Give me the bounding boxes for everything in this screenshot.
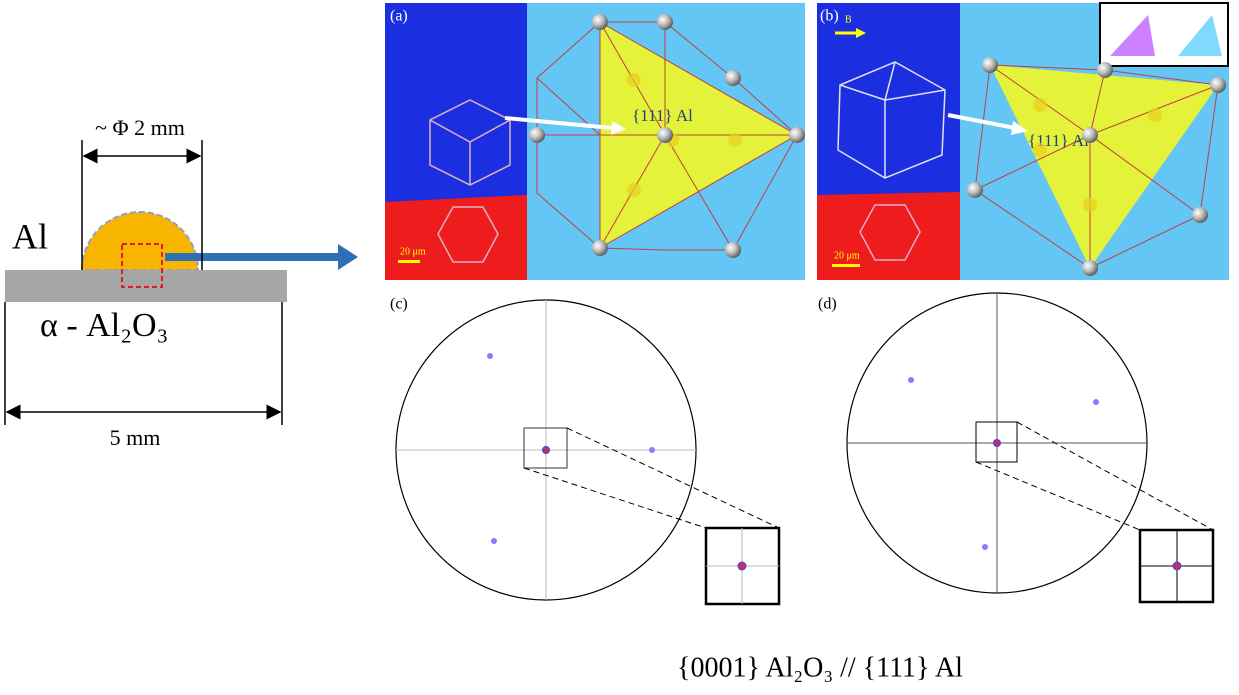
pointer-head	[611, 121, 626, 135]
atom-face	[627, 73, 641, 87]
direction-arrow-head	[856, 28, 866, 38]
plane-label: {111} Al	[632, 106, 693, 125]
panel-label: (d)	[818, 296, 837, 313]
zoom-line	[975, 421, 1214, 531]
atom	[529, 127, 545, 143]
pole	[993, 439, 1001, 447]
atom	[1082, 127, 1098, 143]
pointer	[947, 113, 1016, 130]
ebsd-grain	[385, 3, 527, 202]
zoom-line	[523, 427, 780, 529]
diameter-label: ~ Φ 2 mm	[95, 115, 185, 140]
atom	[789, 127, 805, 143]
zoom-box	[121, 243, 163, 288]
pointer	[504, 116, 613, 130]
atom	[592, 14, 608, 30]
pole	[542, 446, 550, 454]
panel-c: (c)	[390, 296, 781, 606]
panel-d: (d)	[818, 292, 1215, 604]
atom-face	[1083, 198, 1097, 212]
panel-label: (c)	[390, 296, 408, 313]
atom	[1082, 260, 1098, 276]
atom	[982, 57, 998, 73]
atom	[1210, 77, 1226, 93]
atom-face	[1033, 143, 1047, 157]
pointer-head	[1011, 121, 1028, 135]
atom	[657, 127, 673, 143]
panel-a: 20 μm (a) {111} Al	[385, 3, 805, 280]
width-label: 5 mm	[110, 425, 161, 450]
pole	[737, 561, 747, 571]
panel-label: (b)	[820, 8, 839, 25]
caption: {0001} Al₂O₃ // {111} Al	[677, 652, 963, 683]
scale-label: 20 μm	[834, 250, 860, 261]
atom	[725, 242, 741, 258]
schematic: ~ Φ 2 mm Al α - Al₂O₃ 5 mm	[4, 115, 358, 450]
scale-bar	[832, 264, 860, 267]
metal-label: Al	[12, 216, 48, 256]
cube-outline	[837, 61, 946, 179]
pole	[908, 377, 914, 383]
pole	[1093, 399, 1099, 405]
atom	[1192, 207, 1208, 223]
hexagon-outline	[859, 204, 921, 261]
pole	[487, 353, 493, 359]
atom-face	[728, 133, 742, 147]
zoom-box	[523, 427, 568, 469]
atom-face	[627, 183, 641, 197]
atom	[725, 70, 741, 86]
panel-label: (a)	[390, 8, 408, 25]
direction-label: B	[845, 14, 852, 25]
substrate-label: α - Al₂O₃	[40, 307, 168, 344]
atom	[1097, 62, 1113, 78]
pole	[491, 538, 497, 544]
atom-face	[1033, 98, 1047, 112]
droplet	[80, 211, 200, 271]
atom	[967, 182, 983, 198]
scale-label: 20 μm	[400, 246, 426, 257]
zoom-box	[975, 421, 1018, 463]
pole	[1172, 561, 1182, 571]
atom	[657, 14, 673, 30]
panel-b: 20 μm (b) B {111} Al	[817, 2, 1229, 280]
atom-face	[1148, 108, 1162, 122]
ipf-triangle	[1110, 15, 1155, 56]
atom	[592, 240, 608, 256]
hexagon-outline	[437, 206, 499, 263]
zoom-arrow-head	[338, 244, 358, 270]
ipf-triangle	[1178, 15, 1222, 56]
pole	[649, 447, 655, 453]
cube-outline	[429, 99, 511, 186]
pole	[982, 544, 988, 550]
scale-bar	[398, 260, 420, 263]
